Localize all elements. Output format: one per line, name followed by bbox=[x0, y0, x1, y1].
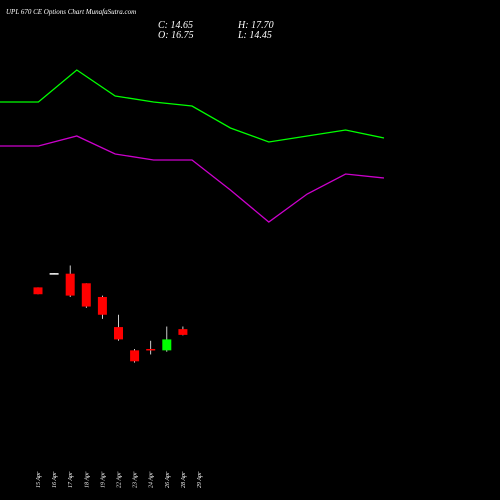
low-readout: L: 14.45 bbox=[238, 30, 272, 41]
x-tick-label: 15 Apr bbox=[36, 471, 42, 488]
x-tick-label: 26 Apr bbox=[165, 471, 171, 488]
lower-line-series bbox=[0, 135, 385, 223]
open-label: O: bbox=[158, 30, 169, 41]
candle-body bbox=[162, 339, 172, 351]
high-label: H: bbox=[238, 20, 249, 31]
x-tick-label: 22 Apr bbox=[117, 471, 123, 488]
close-label: C: bbox=[158, 20, 168, 31]
upper-line-series bbox=[0, 69, 385, 143]
open-readout: O: 16.75 bbox=[158, 30, 194, 41]
x-tick-label: 16 Apr bbox=[52, 471, 58, 488]
x-tick-label: 23 Apr bbox=[133, 471, 139, 488]
candle-body bbox=[49, 273, 59, 275]
low-label: L: bbox=[238, 30, 247, 41]
chart-title: UPL 670 CE Options Chart MunafaSutra.com bbox=[6, 8, 137, 16]
x-tick-label: 29 Apr bbox=[197, 471, 203, 488]
candle-body bbox=[33, 287, 43, 295]
close-readout: C: 14.65 bbox=[158, 20, 193, 31]
candle-body bbox=[65, 273, 75, 296]
high-value: 17.70 bbox=[251, 20, 274, 31]
x-tick-label: 19 Apr bbox=[100, 471, 106, 488]
x-tick-label: 28 Apr bbox=[181, 471, 187, 488]
candle-body bbox=[97, 296, 107, 315]
candle-body bbox=[130, 350, 140, 362]
candle-body bbox=[81, 283, 91, 307]
low-value: 14.45 bbox=[249, 30, 272, 41]
close-value: 14.65 bbox=[170, 20, 194, 31]
candle-body bbox=[178, 329, 188, 335]
x-tick-label: 18 Apr bbox=[84, 471, 90, 488]
open-value: 16.75 bbox=[171, 30, 194, 41]
x-tick-label: 17 Apr bbox=[68, 471, 74, 488]
high-readout: H: 17.70 bbox=[238, 20, 274, 31]
x-tick-label: 24 Apr bbox=[148, 471, 155, 488]
candle-body bbox=[114, 327, 123, 340]
candle-body bbox=[146, 348, 156, 351]
